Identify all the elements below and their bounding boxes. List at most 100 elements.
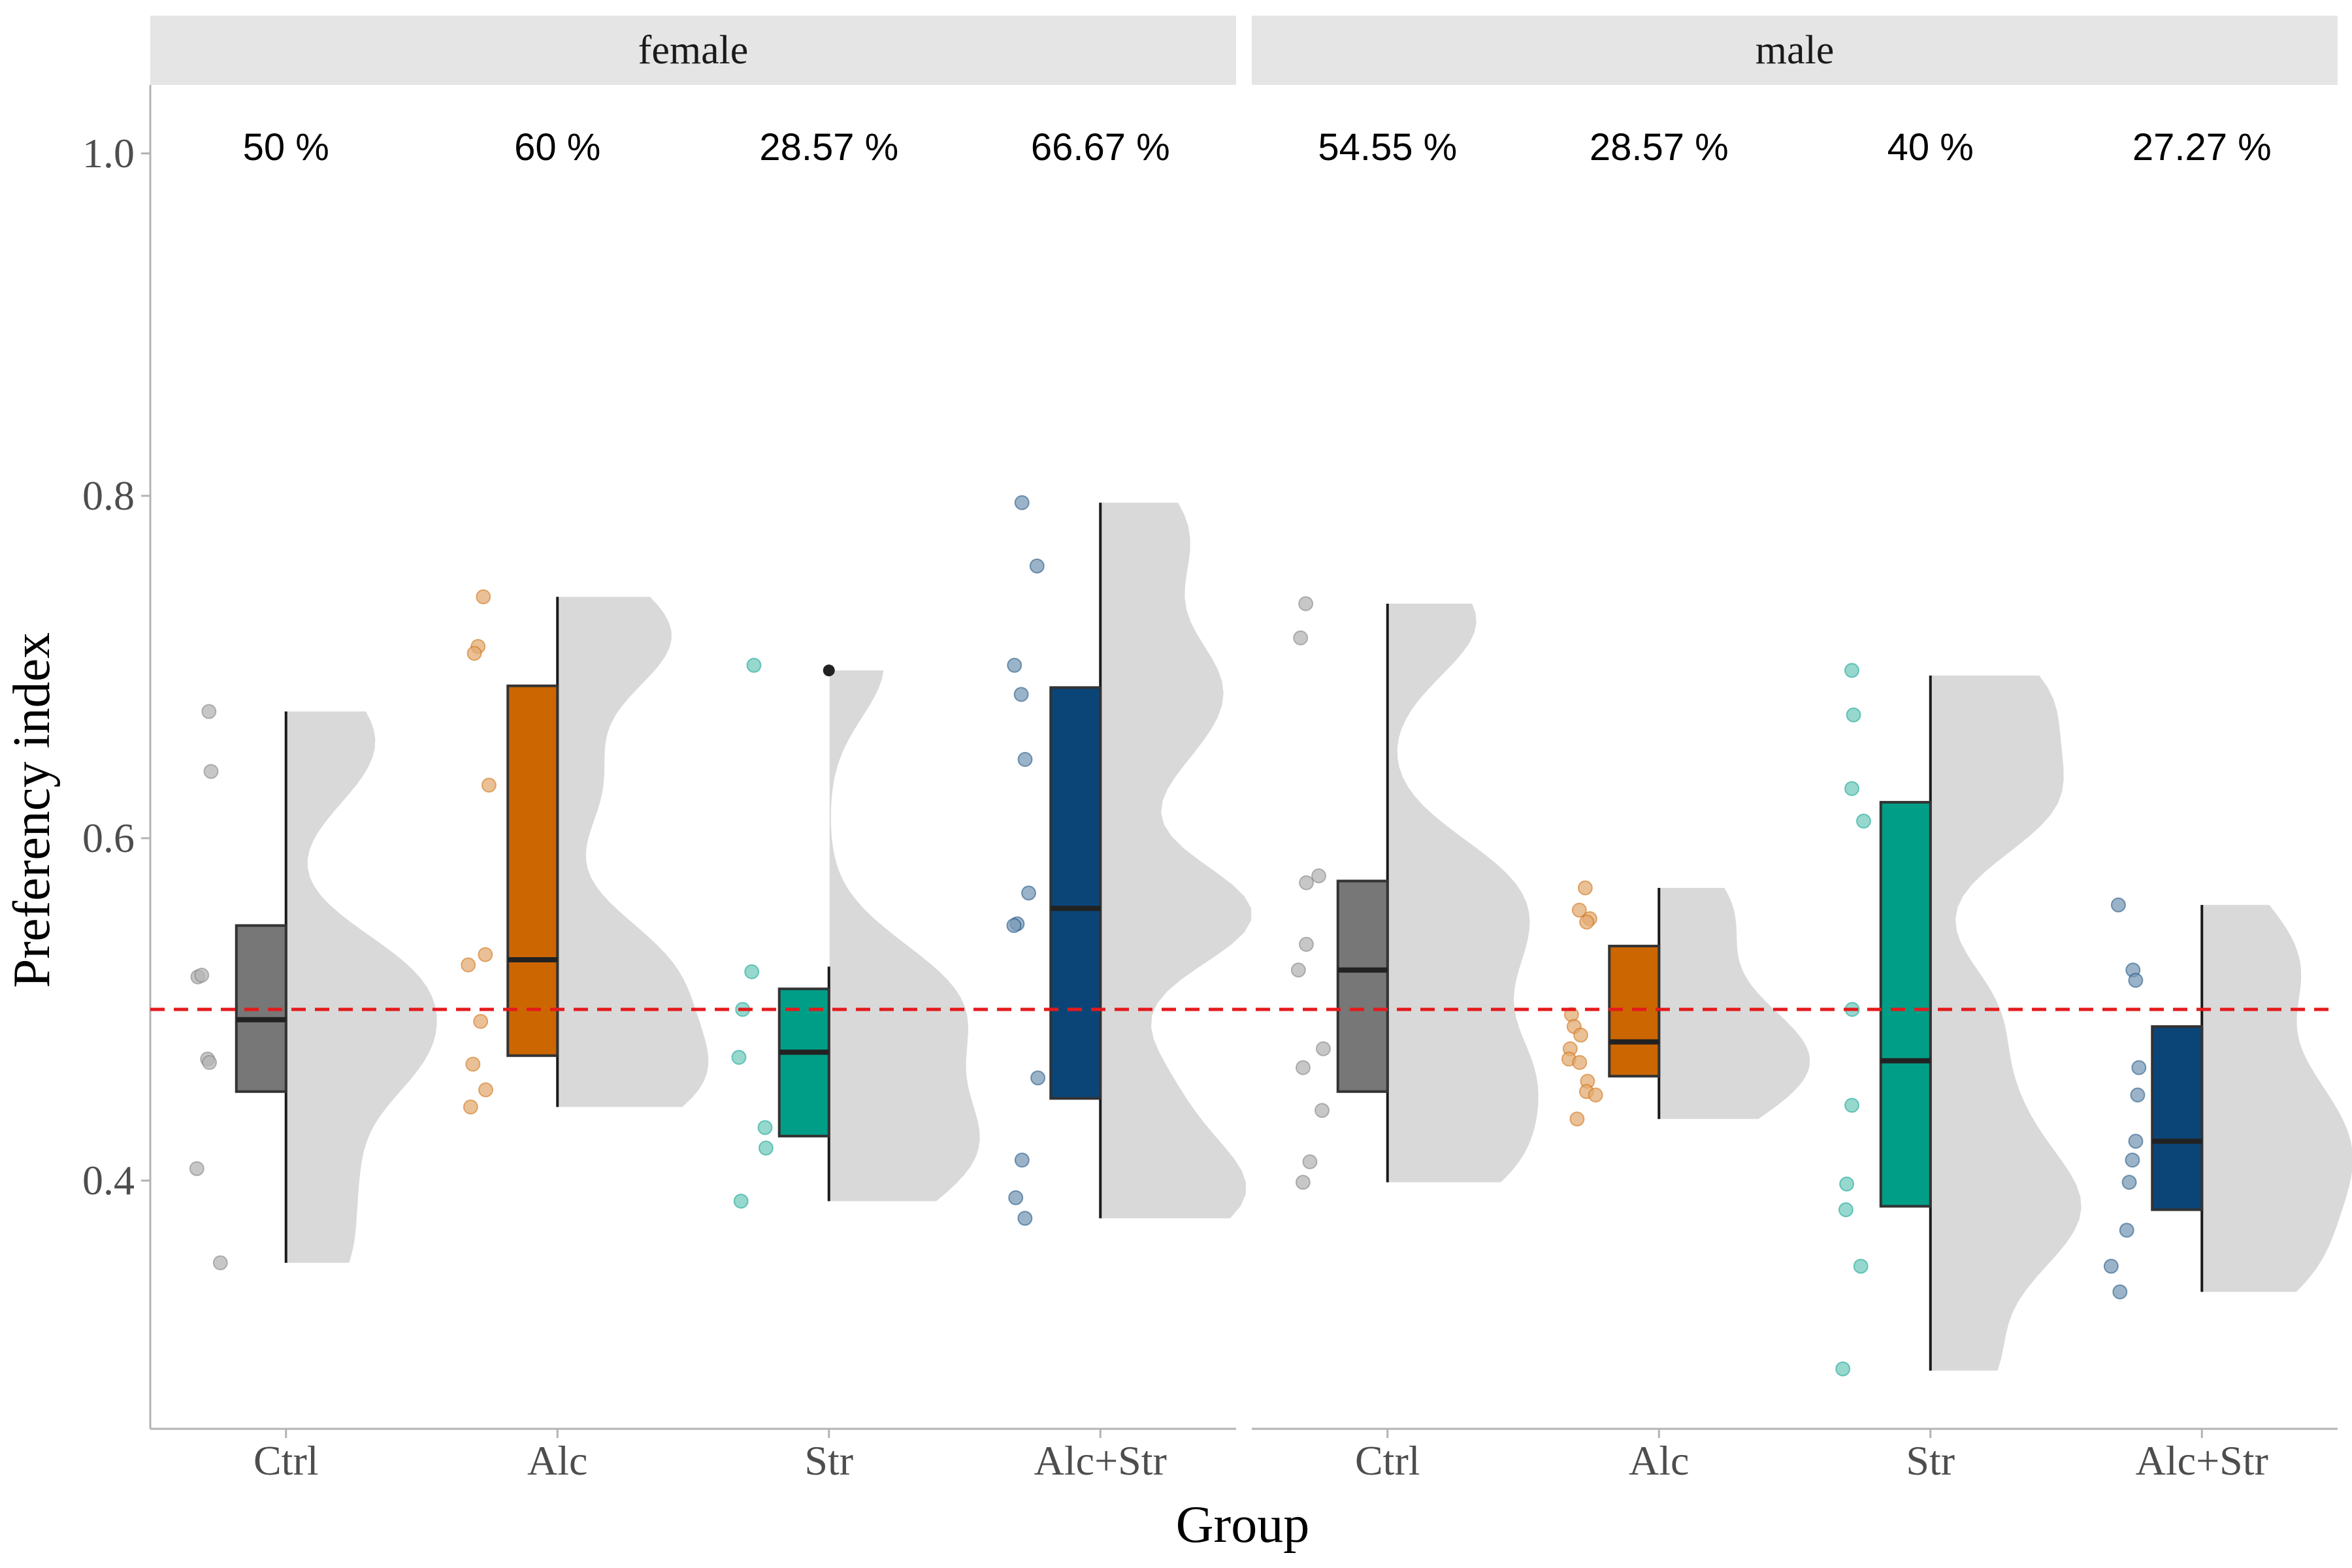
y-axis: 0.4 0.6 0.8 1.0 [82, 130, 150, 1203]
data-point [478, 947, 493, 962]
x-tick-label-male-Ctrl: Ctrl [1355, 1437, 1420, 1484]
data-point [2128, 972, 2144, 988]
data-point [2128, 1134, 2144, 1149]
violin-female-Str [829, 670, 980, 1201]
y-tick-label: 1.0 [82, 130, 135, 176]
data-point [1853, 1258, 1869, 1274]
data-point [2131, 1060, 2147, 1075]
data-point [1571, 902, 1587, 918]
data-point [2119, 1222, 2134, 1238]
x-tick-label-male-Str: Str [1906, 1437, 1955, 1484]
data-point [1006, 918, 1022, 934]
violin-male-Ctrl [1388, 603, 1539, 1183]
y-axis-title: Preferency index [3, 632, 61, 988]
data-point [1311, 868, 1327, 884]
data-point [1844, 781, 1859, 796]
percent-label-male-Alc+Str: 27.27 % [2132, 126, 2272, 169]
data-point [731, 1049, 747, 1065]
facet-strip-male [1252, 16, 2338, 85]
facet-label-male: male [1756, 28, 1835, 73]
data-point [1017, 751, 1033, 767]
data-point [1315, 1103, 1330, 1119]
data-point [463, 1099, 478, 1115]
data-point [1293, 630, 1309, 645]
data-point [461, 957, 476, 973]
box-female-Str [777, 987, 830, 1137]
data-point [1302, 1154, 1318, 1169]
violin-male-Alc [1659, 887, 1810, 1119]
box-male-Alc+Str [2151, 1025, 2204, 1211]
data-point [478, 1082, 493, 1098]
data-point [1014, 1152, 1030, 1168]
group-female-Alc+Str: 66.67 % [1006, 126, 1252, 1226]
group-female-Ctrl: 50 % [189, 126, 437, 1271]
data-point [1846, 707, 1861, 723]
data-point [1844, 662, 1859, 678]
data-point [1572, 1054, 1588, 1070]
data-point [1295, 1175, 1311, 1190]
percent-label-female-Alc: 60 % [514, 126, 600, 169]
percent-label-male-Str: 40 % [1887, 126, 1974, 169]
data-point [1030, 1070, 1046, 1086]
data-point [1838, 1202, 1854, 1218]
data-point [476, 589, 491, 604]
data-point [203, 764, 219, 779]
data-point [1295, 1060, 1311, 1075]
data-point [1315, 1041, 1331, 1056]
group-male-Alc: 28.57 % [1561, 126, 1810, 1127]
percent-label-male-Alc: 28.57 % [1590, 126, 1729, 169]
data-point [1844, 1098, 1860, 1113]
box-female-Alc [506, 684, 559, 1057]
data-point [1573, 1027, 1589, 1043]
outlier-point [823, 664, 835, 677]
percent-label-male-Ctrl: 54.55 % [1318, 126, 1457, 169]
data-point [744, 964, 760, 979]
violin-female-Alc+Str [1101, 502, 1252, 1218]
data-point [1008, 1190, 1024, 1205]
data-point [2121, 1175, 2137, 1190]
panels-layer: female 50 % 60 % 28.57 % 66.67 % male 54.55 % 2… [149, 16, 2352, 1430]
y-tick-label: 0.8 [82, 472, 135, 519]
y-tick-label: 0.4 [82, 1157, 135, 1203]
data-point [1007, 657, 1022, 673]
data-point [1835, 1361, 1851, 1377]
x-axis: Ctrl Alc Str Alc+Str Ctrl Alc Str Alc+Str [253, 1429, 2268, 1484]
data-point [1569, 1111, 1585, 1127]
group-female-Alc: 60 % [461, 126, 709, 1115]
data-point [2125, 1152, 2140, 1168]
data-point [757, 1120, 773, 1135]
data-point [2110, 897, 2126, 913]
facet-label-female: female [638, 28, 749, 73]
data-point [746, 657, 762, 673]
data-point [1588, 1087, 1603, 1103]
data-point [202, 1054, 218, 1070]
data-point [1021, 885, 1036, 901]
data-point [212, 1255, 228, 1271]
data-point [1029, 558, 1045, 574]
group-male-Str: 40 % [1835, 126, 2082, 1377]
violin-male-Alc+Str [2202, 905, 2352, 1292]
data-point [1290, 962, 1306, 978]
data-point [481, 777, 497, 793]
data-point [1017, 1211, 1033, 1226]
box-female-Alc+Str [1049, 686, 1102, 1100]
data-point [1013, 687, 1029, 702]
data-point [465, 1056, 481, 1072]
data-point [1577, 880, 1593, 896]
percent-label-female-Ctrl: 50 % [243, 126, 329, 169]
violin-female-Alc [558, 596, 709, 1107]
box-male-Ctrl [1336, 879, 1389, 1093]
data-point [1579, 914, 1595, 930]
x-tick-label-male-Alc: Alc [1629, 1437, 1689, 1484]
box-male-Str [1879, 800, 1932, 1208]
data-point [189, 1161, 204, 1177]
facet-strip-female [150, 16, 1236, 85]
x-tick-label-male-Alc+Str: Alc+Str [2136, 1437, 2268, 1484]
x-tick-label-female-Ctrl: Ctrl [253, 1437, 319, 1484]
data-point [733, 1193, 749, 1209]
data-point [2103, 1258, 2119, 1274]
data-point [466, 645, 482, 661]
group-male-Alc+Str: 27.27 % [2103, 126, 2352, 1299]
group-female-Str: 28.57 % [731, 126, 980, 1209]
